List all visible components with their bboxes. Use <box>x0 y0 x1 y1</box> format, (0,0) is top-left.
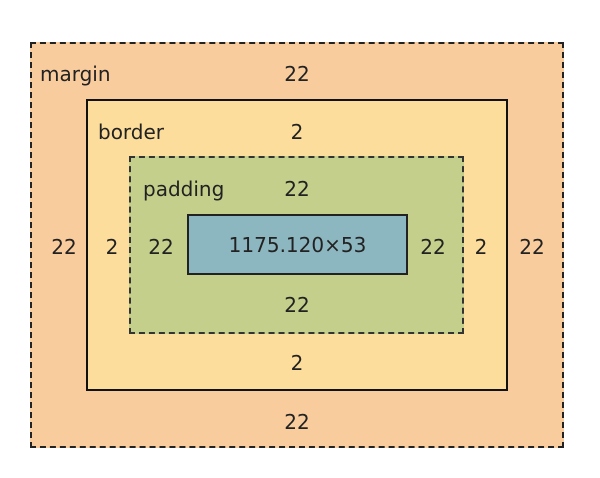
margin-top-value[interactable]: 22 <box>284 62 310 86</box>
margin-bottom-value[interactable]: 22 <box>284 410 310 434</box>
border-bottom-value[interactable]: 2 <box>290 351 304 375</box>
padding-bottom-value[interactable]: 22 <box>284 293 310 317</box>
border-right-value[interactable]: 2 <box>474 235 488 259</box>
margin-left-value[interactable]: 22 <box>51 235 77 259</box>
padding-right-value[interactable]: 22 <box>420 235 446 259</box>
border-label: border <box>98 120 165 144</box>
content-box[interactable] <box>187 214 408 275</box>
padding-label: padding <box>143 177 225 201</box>
content-dimensions[interactable]: 1175.120×53 <box>228 233 367 257</box>
margin-right-value[interactable]: 22 <box>519 235 545 259</box>
padding-left-value[interactable]: 22 <box>148 235 174 259</box>
margin-label: margin <box>40 62 111 86</box>
padding-top-value[interactable]: 22 <box>284 177 310 201</box>
border-top-value[interactable]: 2 <box>290 120 304 144</box>
border-left-value[interactable]: 2 <box>105 235 119 259</box>
